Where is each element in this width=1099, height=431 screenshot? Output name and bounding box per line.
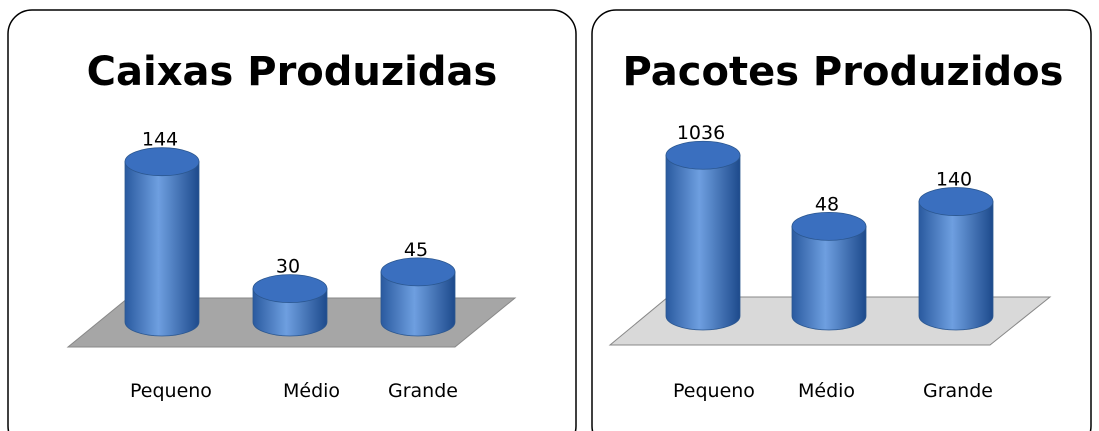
- value-label: 45: [404, 239, 428, 261]
- cylinder-top: [791, 211, 867, 241]
- x-tick-label: Grande: [923, 380, 993, 402]
- value-label: 30: [276, 256, 300, 278]
- cylinder: [252, 274, 328, 337]
- cylinder-body: [665, 154, 741, 331]
- value-label: 1036: [677, 122, 725, 144]
- cylinder: [918, 187, 994, 331]
- x-tick-label: Pequeno: [673, 380, 755, 402]
- x-tick-label: Pequeno: [130, 380, 212, 402]
- cylinder-top: [665, 140, 741, 170]
- cylinder: [791, 211, 867, 331]
- cylinder: [665, 140, 741, 331]
- chart-title: Caixas Produzidas: [87, 49, 498, 95]
- cylinder-top: [380, 257, 456, 287]
- value-label: 140: [936, 169, 972, 191]
- x-tick-label: Médio: [283, 380, 340, 402]
- x-tick-label: Médio: [798, 380, 855, 402]
- cylinder: [380, 257, 456, 337]
- x-tick-label: Grande: [388, 380, 458, 402]
- cylinder-body: [380, 271, 456, 337]
- cylinder-top: [918, 187, 994, 216]
- cylinder-body: [791, 225, 867, 331]
- value-label: 48: [815, 193, 839, 215]
- cylinder: [124, 147, 200, 337]
- chart-title: Pacotes Produzidos: [623, 49, 1064, 95]
- value-label: 144: [142, 129, 178, 151]
- cylinder-body: [918, 201, 994, 331]
- cylinder-body: [124, 161, 200, 337]
- cylinder-top: [124, 147, 200, 177]
- cylinder-top: [252, 274, 328, 304]
